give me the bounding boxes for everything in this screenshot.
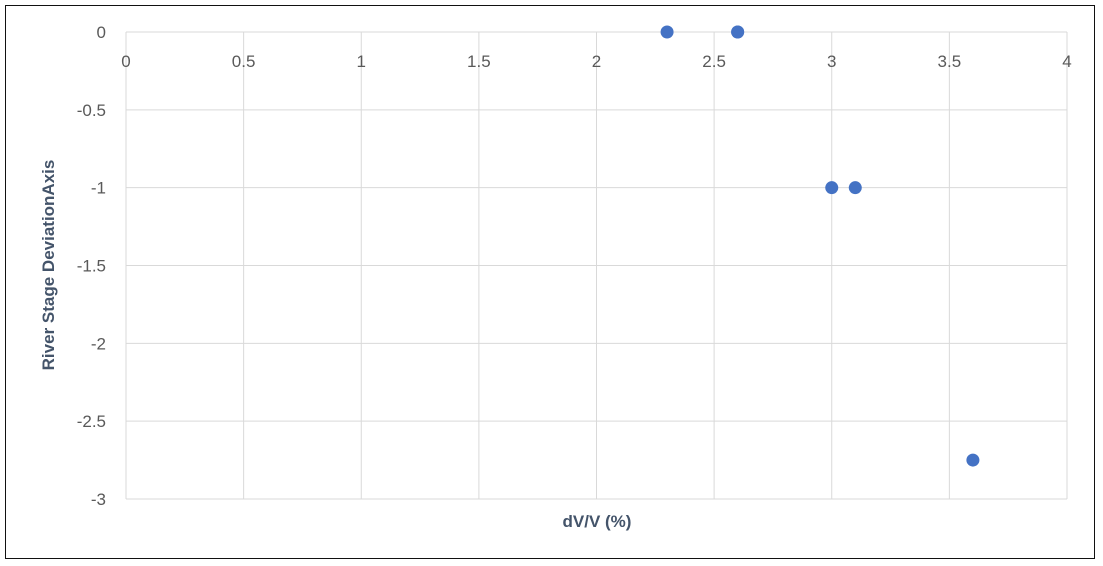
x-tick-label: 0.5 bbox=[232, 52, 256, 71]
data-point bbox=[731, 25, 745, 39]
x-tick-label: 2 bbox=[592, 52, 601, 71]
data-point bbox=[660, 25, 674, 39]
y-tick-label: 0 bbox=[97, 23, 106, 42]
y-tick-label: -2.5 bbox=[77, 412, 106, 431]
data-points bbox=[660, 25, 980, 467]
gridlines bbox=[125, 31, 1068, 500]
x-tick-label: 4 bbox=[1062, 52, 1071, 71]
chart-frame bbox=[5, 5, 1095, 559]
x-tick-label: 3.5 bbox=[938, 52, 962, 71]
y-tick-label: -2 bbox=[91, 334, 106, 353]
y-tick-label: -1 bbox=[91, 179, 106, 198]
x-axis-title: dV/V (%) bbox=[563, 512, 632, 531]
data-point bbox=[848, 181, 862, 195]
y-tick-labels: 0 -0.5 -1 -1.5 -2 -2.5 -3 bbox=[77, 23, 106, 509]
data-point bbox=[825, 181, 839, 195]
x-tick-label: 1 bbox=[357, 52, 366, 71]
x-tick-label: 3 bbox=[827, 52, 836, 71]
data-point bbox=[966, 453, 980, 467]
x-tick-label: 2.5 bbox=[702, 52, 726, 71]
x-tick-labels: 0 0.5 1 1.5 2 2.5 3 3.5 4 bbox=[121, 52, 1071, 71]
y-tick-label: -1.5 bbox=[77, 257, 106, 276]
y-tick-label: -3 bbox=[91, 490, 106, 509]
y-axis-title: River Stage DeviationAxis bbox=[39, 160, 58, 371]
y-tick-label: -0.5 bbox=[77, 101, 106, 120]
x-tick-label: 0 bbox=[121, 52, 130, 71]
x-tick-label: 1.5 bbox=[467, 52, 491, 71]
